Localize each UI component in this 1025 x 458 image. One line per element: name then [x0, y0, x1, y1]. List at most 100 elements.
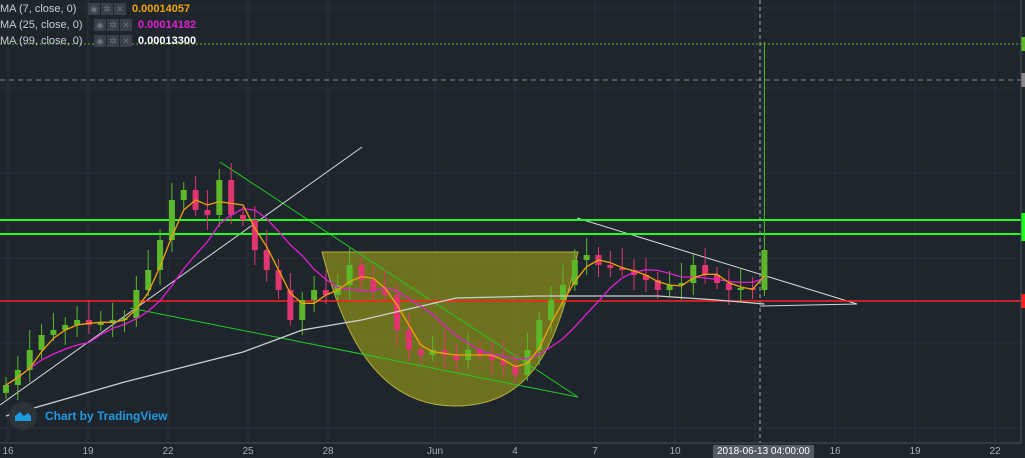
- candle-body: [429, 350, 436, 355]
- time-axis-label: 10: [669, 446, 681, 457]
- candle-body: [607, 265, 614, 268]
- trendline-upper-green[interactable]: [219, 161, 579, 398]
- time-axis-label: 7: [592, 446, 598, 457]
- time-axis-label: Jun: [426, 446, 444, 457]
- candle-body: [737, 288, 744, 290]
- candle-body: [394, 295, 401, 330]
- candle-body: [488, 355, 495, 360]
- candle-body: [453, 355, 460, 360]
- candle-body: [559, 285, 566, 300]
- candle-body: [109, 320, 116, 322]
- time-axis-label: 16: [829, 446, 841, 457]
- candle-body: [477, 350, 483, 355]
- legend-value: 0.00013300: [138, 35, 197, 47]
- legend-row-ma25[interactable]: MA (25, close, 0) ◉ ✲ ✕ 0.00014182: [0, 17, 196, 33]
- candle-body: [441, 350, 448, 355]
- watermark-text: Chart by TradingView: [45, 409, 168, 423]
- last-price-line-marker: [1021, 37, 1025, 51]
- candle-body: [216, 180, 223, 215]
- close-icon[interactable]: ✕: [120, 19, 132, 31]
- time-axis-label: 4: [512, 446, 518, 457]
- close-icon[interactable]: ✕: [120, 35, 132, 47]
- candle-body: [62, 325, 69, 330]
- time-axis-label: 19: [909, 446, 921, 457]
- candle-body: [240, 215, 246, 220]
- candle-body: [654, 280, 661, 290]
- candle-body: [571, 260, 578, 285]
- candle-body: [382, 290, 389, 295]
- time-axis-label: 28: [322, 446, 334, 457]
- cloud-logo-icon: [9, 402, 37, 430]
- candle-body: [346, 265, 353, 285]
- time-axis-label: 22: [989, 446, 1001, 457]
- time-axis-label: 22: [162, 446, 174, 457]
- candle-body: [3, 385, 9, 393]
- candle-body: [405, 330, 412, 350]
- candle-body: [678, 283, 685, 285]
- eye-icon[interactable]: ◉: [94, 19, 106, 31]
- candle-body: [500, 360, 507, 365]
- candle-body: [228, 180, 235, 215]
- close-icon[interactable]: ✕: [114, 3, 126, 15]
- candle-body: [168, 200, 175, 240]
- triangle-top[interactable]: [576, 217, 858, 305]
- trendline-lower-green[interactable]: [129, 307, 579, 398]
- candle-body: [761, 250, 768, 290]
- moving-averages: [5, 199, 765, 417]
- time-axis-label: 25: [242, 446, 254, 457]
- candle-body: [583, 255, 590, 260]
- candle-body: [311, 290, 318, 300]
- eye-icon[interactable]: ◉: [88, 3, 100, 15]
- ma7-line: [5, 199, 765, 386]
- candle-body: [619, 268, 626, 270]
- legend-value: 0.00014182: [138, 19, 197, 31]
- time-axis-label: 16: [2, 446, 14, 457]
- candle-body: [417, 350, 424, 355]
- ma99-line: [5, 295, 765, 417]
- resistance-line-upper-marker: [1021, 213, 1025, 227]
- legend-name[interactable]: MA (99, close, 0): [0, 35, 83, 47]
- candle-body: [512, 365, 519, 375]
- candle-body: [536, 320, 543, 350]
- legend-value: 0.00014057: [132, 3, 191, 15]
- candle-body: [299, 300, 306, 320]
- candle-body: [358, 265, 365, 280]
- candle-body: [133, 290, 140, 318]
- crosshair-time-label: 2018-06-13 04:00:00: [713, 445, 814, 458]
- candle-body: [548, 300, 555, 320]
- candle-body: [97, 322, 104, 325]
- candle-body: [121, 318, 128, 320]
- candle-body: [157, 240, 164, 270]
- candle-body: [690, 265, 697, 283]
- candle-body: [74, 320, 81, 325]
- eye-icon[interactable]: ◉: [94, 35, 106, 47]
- gear-icon[interactable]: ✲: [107, 19, 119, 31]
- support-line-marker: [1021, 294, 1025, 308]
- candle-body: [263, 250, 270, 270]
- candle-body: [370, 280, 377, 290]
- candle-body: [725, 283, 732, 290]
- candle-body: [85, 320, 92, 325]
- candle-body: [251, 220, 258, 250]
- trendline-white-rising[interactable]: [0, 146, 363, 406]
- indicator-legend: MA (7, close, 0) ◉ ✲ ✕ 0.00014057 MA (25, …: [0, 1, 196, 49]
- crosshair-horizontal-marker: [1021, 73, 1025, 87]
- gear-icon[interactable]: ✲: [107, 35, 119, 47]
- resistance-line-lower-marker: [1021, 227, 1025, 241]
- legend-name[interactable]: MA (25, close, 0): [0, 19, 83, 31]
- gear-icon[interactable]: ✲: [101, 3, 113, 15]
- tradingview-watermark[interactable]: Chart by TradingView: [9, 402, 167, 430]
- candle-body: [145, 270, 152, 290]
- candle-body: [666, 285, 673, 290]
- legend-name[interactable]: MA (7, close, 0): [0, 3, 77, 15]
- candle-body: [702, 265, 709, 275]
- triangle-bottom[interactable]: [759, 303, 858, 307]
- legend-row-ma7[interactable]: MA (7, close, 0) ◉ ✲ ✕ 0.00014057: [0, 1, 196, 17]
- candle-body: [38, 335, 45, 350]
- candle-body: [642, 275, 649, 280]
- candle-body: [204, 210, 211, 215]
- legend-row-ma99[interactable]: MA (99, close, 0) ◉ ✲ ✕ 0.00013300: [0, 33, 196, 49]
- candle-body: [50, 330, 57, 335]
- candle-body: [180, 190, 187, 200]
